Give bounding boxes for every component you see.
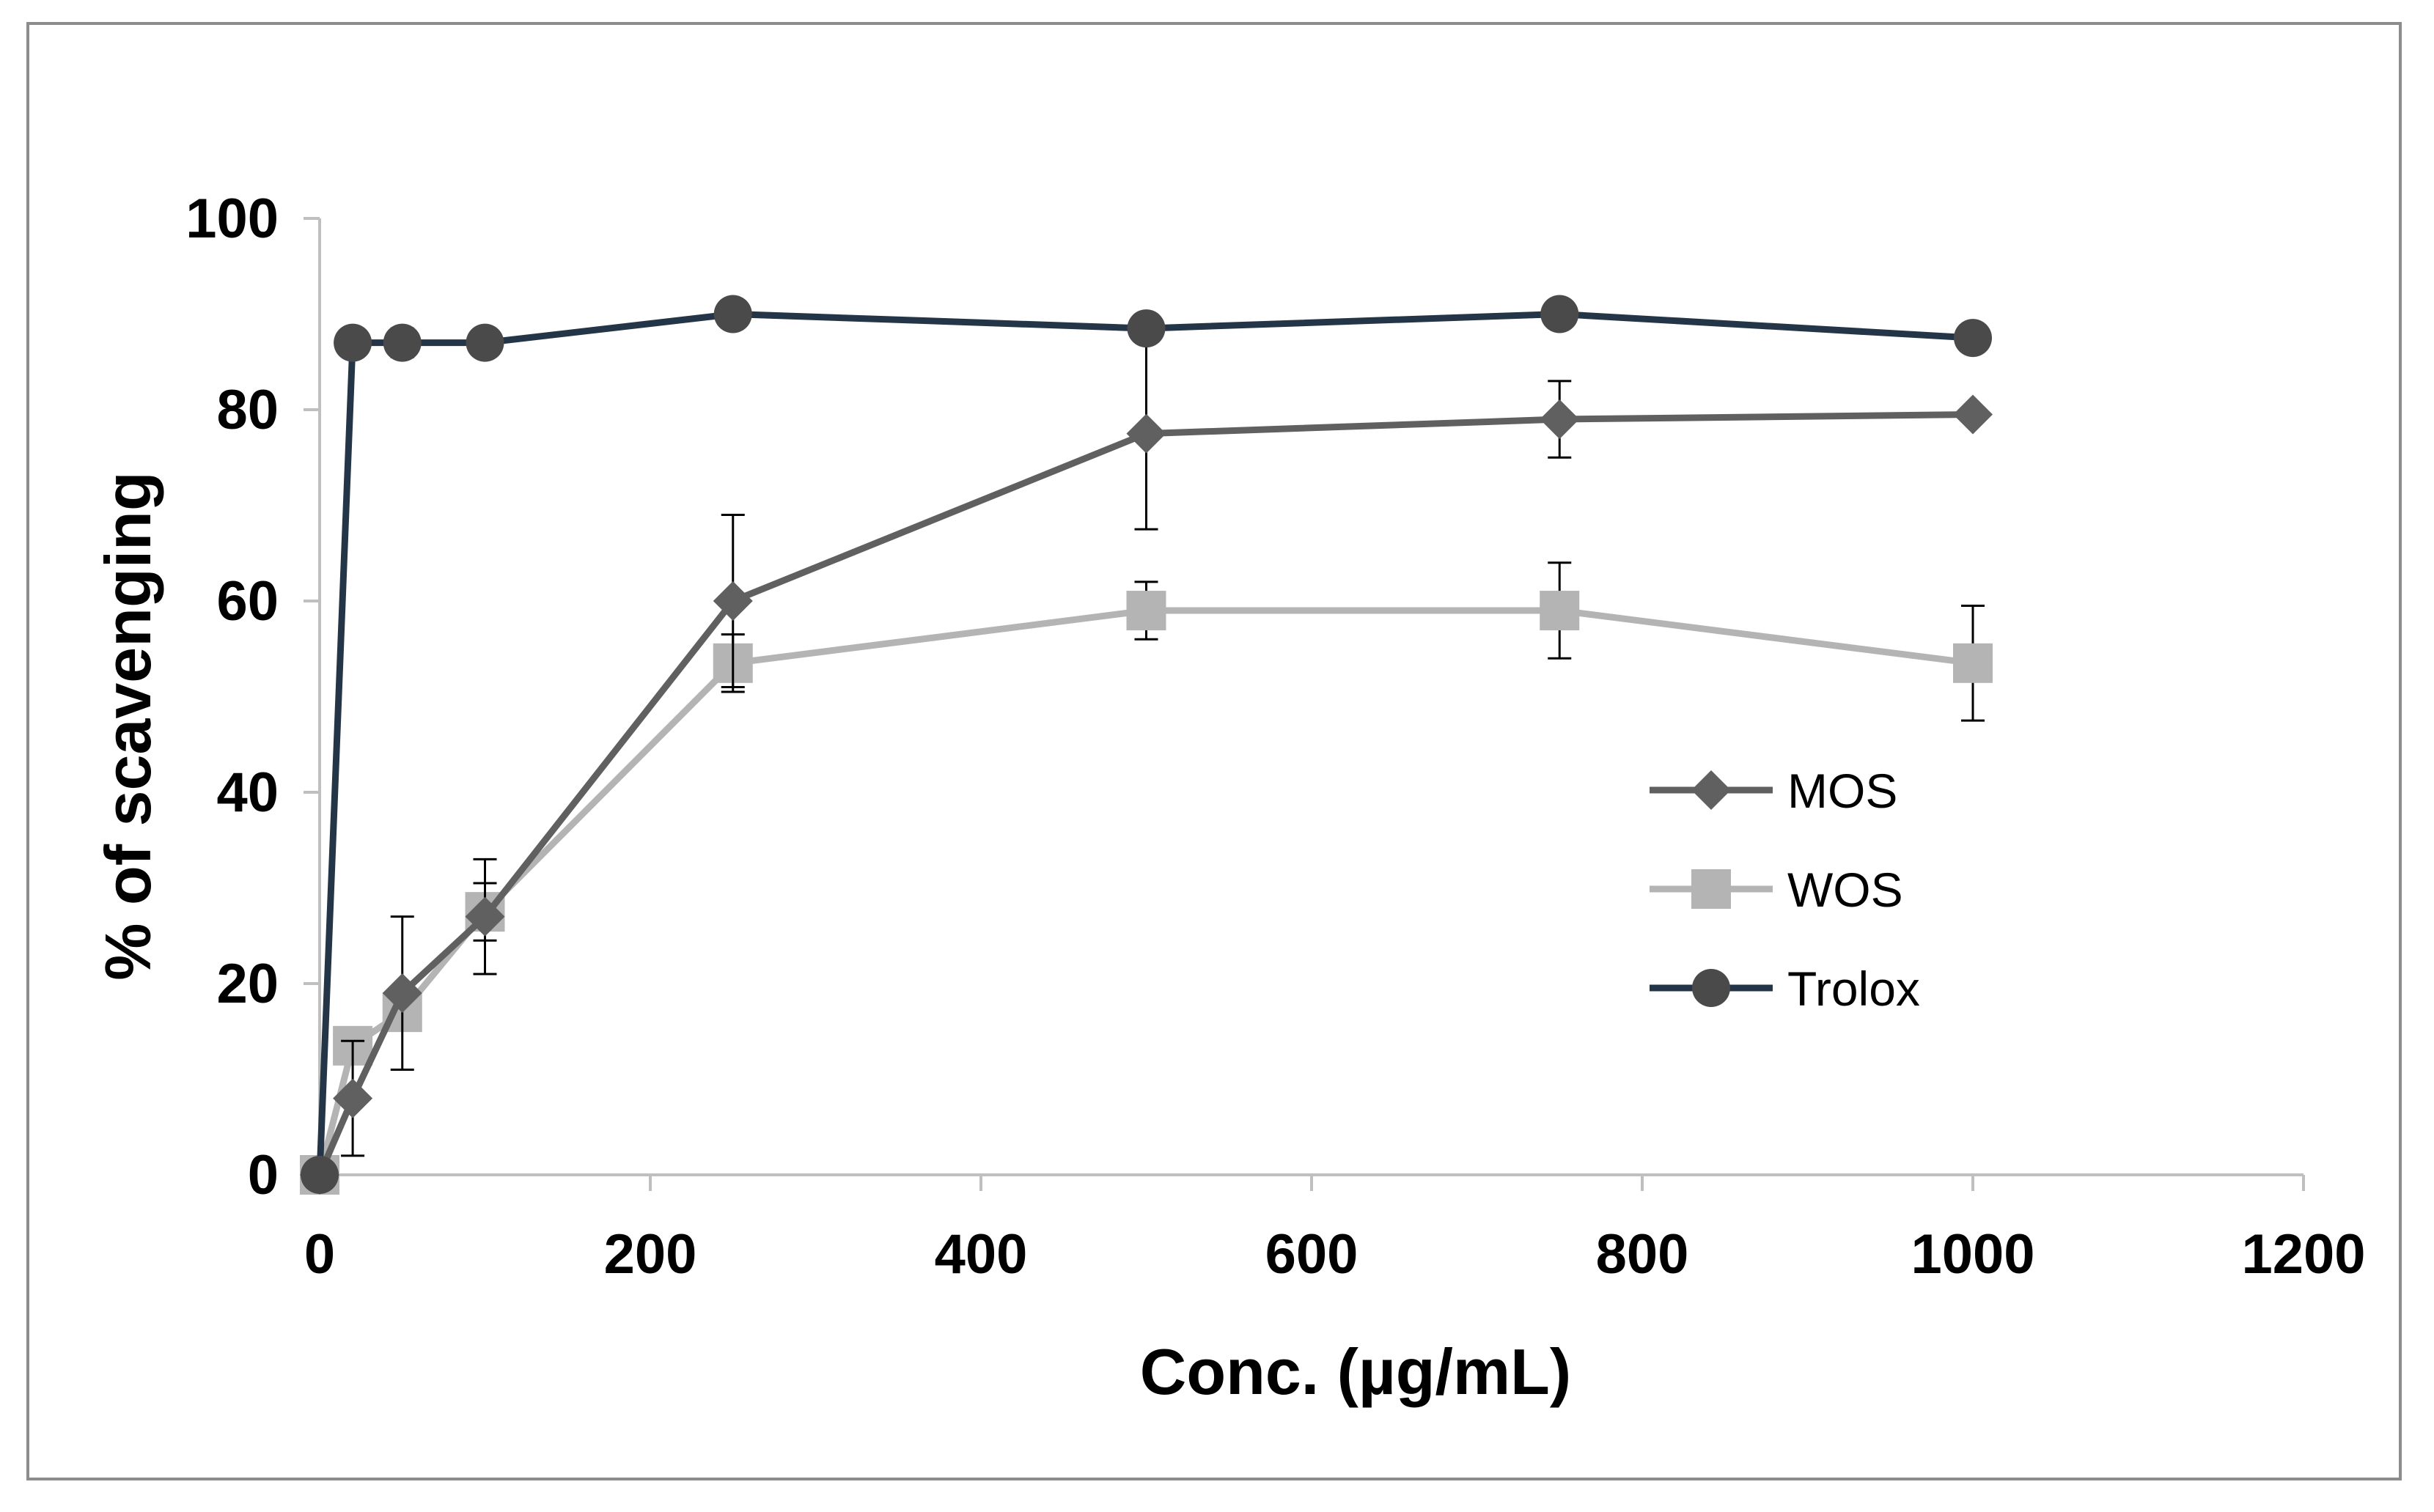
x-tick-label: 1200 (2241, 1223, 2365, 1286)
x-tick-label: 800 (1596, 1223, 1689, 1286)
legend-marker-mos (1691, 770, 1731, 810)
data-point-trolox (1954, 319, 1992, 358)
x-tick-label: 400 (935, 1223, 1028, 1286)
legend-label-mos: MOS (1787, 764, 1897, 818)
legend-label-trolox: Trolox (1787, 962, 1920, 1016)
y-tick-label: 100 (185, 188, 279, 250)
data-point-mos (333, 1078, 373, 1118)
axes (318, 218, 2304, 1176)
legend-item-wos: WOS (1650, 863, 1903, 917)
y-tick-label: 0 (248, 1144, 279, 1206)
data-point-mos (713, 581, 753, 621)
data-point-trolox (713, 295, 752, 333)
x-tick-label: 600 (1265, 1223, 1358, 1286)
data-point-trolox (1540, 295, 1579, 333)
series-wos (300, 561, 1993, 1195)
y-axis-title: % of scavenging (92, 471, 164, 980)
series-line-mos (316, 411, 1974, 1176)
data-point-mos (382, 973, 422, 1014)
series-trolox (301, 295, 1992, 1194)
legend-marker-trolox (1692, 969, 1730, 1007)
series-mos (300, 336, 1993, 1195)
x-tick-label: 1000 (1911, 1223, 2034, 1286)
data-point-mos (1540, 399, 1580, 440)
legend: MOS WOS Trolox (1650, 764, 1920, 1016)
legend-item-mos: MOS (1650, 764, 1897, 818)
data-point-trolox (466, 323, 504, 362)
legend-marker-wos (1691, 869, 1731, 909)
y-tick-label: 80 (216, 379, 279, 441)
data-point-wos (1953, 643, 1993, 683)
data-point-wos (1126, 591, 1166, 631)
series-layer (300, 295, 1993, 1195)
data-point-trolox (383, 323, 422, 362)
data-point-wos (1540, 591, 1580, 631)
y-tick-label: 60 (216, 570, 279, 633)
y-tick-label: 40 (216, 761, 279, 824)
data-point-trolox (301, 1156, 339, 1194)
y-tick-label: 20 (216, 953, 279, 1015)
data-point-mos (1126, 413, 1166, 454)
legend-item-trolox: Trolox (1650, 962, 1920, 1016)
data-point-trolox (1127, 309, 1166, 348)
data-point-trolox (334, 323, 372, 362)
chart-frame (26, 22, 2402, 1480)
x-tick-label: 200 (604, 1223, 697, 1286)
legend-label-wos: WOS (1787, 863, 1903, 917)
x-tick-label: 0 (304, 1223, 335, 1286)
x-axis-title: Conc. (µg/mL) (1140, 1335, 1571, 1408)
data-point-mos (1953, 394, 1993, 435)
data-point-mos (465, 896, 505, 937)
